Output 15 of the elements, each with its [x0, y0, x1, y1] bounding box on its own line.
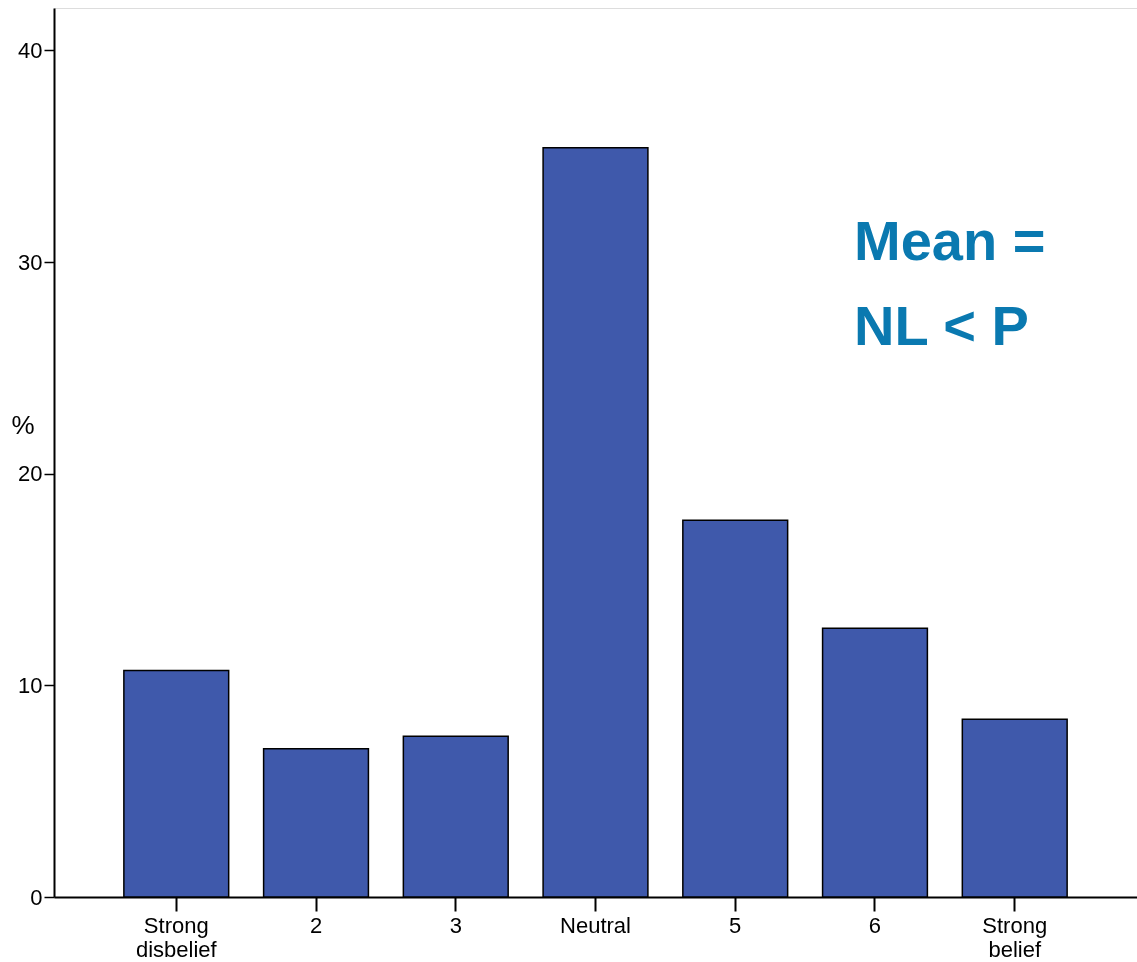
- y-tick-label: 20: [18, 461, 43, 487]
- y-tick-label: 0: [30, 884, 43, 910]
- annotation: NL < P: [854, 294, 1029, 357]
- x-tick-label: 3: [449, 912, 462, 938]
- annotation: Mean =: [854, 209, 1046, 272]
- y-tick-label: 40: [18, 37, 43, 63]
- y-axis-title: %: [11, 409, 35, 440]
- x-tick-label: 2: [309, 912, 323, 938]
- x-tick-label: Neutral: [560, 912, 631, 938]
- x-tick-label: 6: [868, 912, 882, 938]
- y-tick-label: 10: [18, 672, 43, 698]
- y-tick-label: 30: [18, 249, 43, 275]
- x-tick-label: Strong disbelief: [135, 912, 218, 962]
- x-tick-label: 5: [729, 912, 742, 938]
- x-tick-label: Strong belief: [982, 912, 1048, 962]
